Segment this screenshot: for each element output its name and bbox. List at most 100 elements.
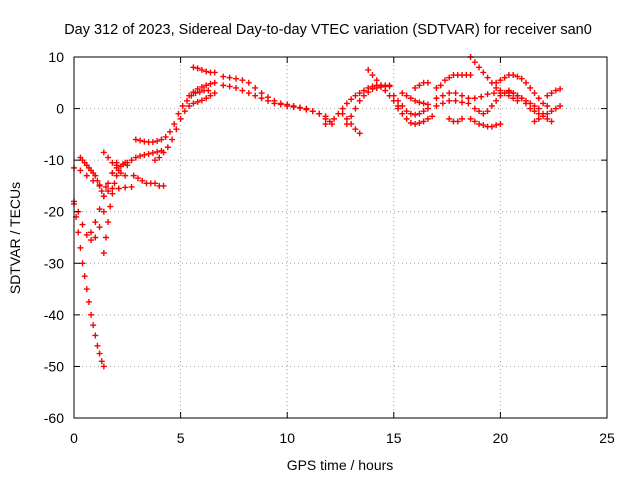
- data-point: [399, 110, 406, 117]
- data-point: [501, 74, 508, 81]
- data-point: [154, 148, 161, 155]
- series-arc-u: [395, 105, 436, 128]
- data-point: [226, 83, 233, 90]
- data-point: [540, 100, 547, 107]
- data-point: [552, 87, 559, 94]
- data-point: [484, 108, 491, 115]
- data-point: [416, 99, 423, 106]
- x-tick-label: 15: [386, 430, 402, 446]
- data-point: [452, 90, 459, 97]
- y-tick-label: -20: [44, 204, 64, 220]
- series-arc-ac: [467, 115, 504, 130]
- data-point: [233, 84, 240, 91]
- data-point: [94, 342, 101, 349]
- data-point: [497, 121, 504, 128]
- data-point: [111, 180, 118, 187]
- data-point: [166, 128, 173, 135]
- data-point: [557, 85, 564, 92]
- data-point: [309, 108, 316, 115]
- data-point: [535, 105, 542, 112]
- data-point: [88, 237, 95, 244]
- data-point: [518, 75, 525, 82]
- data-point: [514, 73, 521, 80]
- data-point: [128, 157, 135, 164]
- data-point: [198, 83, 205, 90]
- data-point: [331, 115, 338, 122]
- series-arc-c: [71, 200, 107, 370]
- data-point: [420, 118, 427, 125]
- data-point: [183, 97, 190, 104]
- data-point: [186, 102, 193, 109]
- data-point: [75, 229, 82, 236]
- data-point: [284, 101, 291, 108]
- chart-title: Day 312 of 2023, Sidereal Day-to-day VTE…: [64, 22, 592, 38]
- data-point: [203, 82, 210, 89]
- data-point: [544, 115, 551, 122]
- series-arc-s: [365, 66, 402, 109]
- data-point: [459, 99, 466, 106]
- data-point: [365, 89, 372, 96]
- data-point: [531, 90, 538, 97]
- data-point: [271, 97, 278, 104]
- data-point: [152, 157, 159, 164]
- data-point: [548, 108, 555, 115]
- data-point: [544, 110, 551, 117]
- data-point: [139, 177, 146, 184]
- data-point: [352, 126, 359, 133]
- data-point: [348, 96, 355, 103]
- data-point: [548, 90, 555, 97]
- data-point: [90, 322, 97, 329]
- data-point: [154, 138, 161, 145]
- data-point: [175, 110, 182, 117]
- data-point: [471, 95, 478, 102]
- data-point: [360, 87, 367, 94]
- data-point: [79, 260, 86, 267]
- data-point: [471, 105, 478, 112]
- data-point: [207, 80, 214, 87]
- x-tick-label: 0: [70, 430, 78, 446]
- x-tick-label: 25: [599, 430, 615, 446]
- data-point: [137, 153, 144, 160]
- data-point: [220, 82, 227, 89]
- data-point: [369, 85, 376, 92]
- data-point: [356, 90, 363, 97]
- data-point: [348, 113, 355, 120]
- data-point: [386, 83, 393, 90]
- data-point: [412, 97, 419, 104]
- data-point: [79, 221, 86, 228]
- data-point: [441, 77, 448, 84]
- data-point: [527, 105, 534, 112]
- series-arc-p: [322, 82, 393, 128]
- data-point: [557, 102, 564, 109]
- data-point: [429, 113, 436, 120]
- data-point: [156, 154, 163, 161]
- data-point: [162, 133, 169, 140]
- data-point: [83, 231, 90, 238]
- data-point: [535, 115, 542, 122]
- data-point: [203, 68, 210, 75]
- data-point: [113, 172, 120, 179]
- data-point: [544, 92, 551, 99]
- data-point: [424, 79, 431, 86]
- data-point: [510, 95, 517, 102]
- data-point: [92, 172, 99, 179]
- data-point: [100, 193, 107, 200]
- data-point: [322, 115, 329, 122]
- series-arc-k: [152, 90, 218, 164]
- data-point: [211, 79, 218, 86]
- data-point: [446, 97, 453, 104]
- data-point: [117, 170, 124, 177]
- data-point: [452, 97, 459, 104]
- data-point: [109, 170, 116, 177]
- data-point: [356, 97, 363, 104]
- data-point: [459, 115, 466, 122]
- data-point: [233, 75, 240, 82]
- data-point: [365, 66, 372, 73]
- data-point: [109, 190, 116, 197]
- data-point: [158, 136, 165, 143]
- data-point: [149, 139, 156, 146]
- data-point: [265, 94, 272, 101]
- data-point: [198, 66, 205, 73]
- data-point: [245, 90, 252, 97]
- data-point: [552, 105, 559, 112]
